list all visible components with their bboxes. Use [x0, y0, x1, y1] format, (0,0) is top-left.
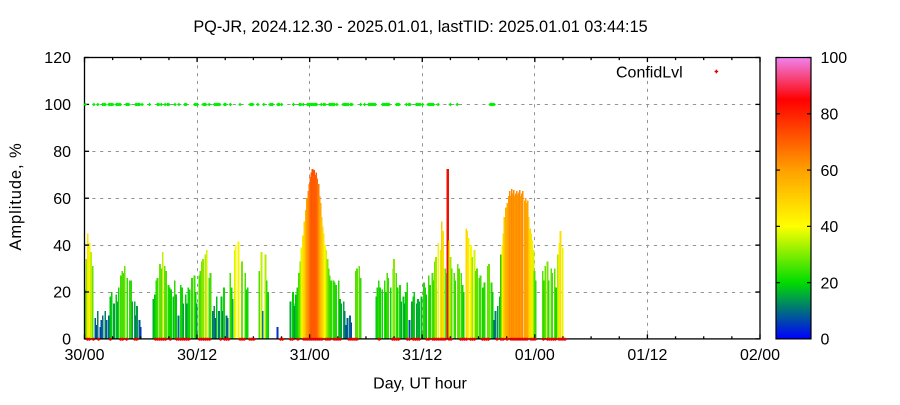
svg-text:20: 20 [53, 285, 71, 302]
svg-text:31/12: 31/12 [402, 347, 442, 364]
svg-text:01/00: 01/00 [515, 347, 555, 364]
svg-text:120: 120 [44, 50, 71, 67]
svg-text:Amplitude, %: Amplitude, % [7, 142, 25, 250]
svg-text:40: 40 [821, 219, 839, 236]
svg-text:0: 0 [821, 332, 830, 349]
svg-text:100: 100 [821, 50, 848, 67]
svg-text:Day, UT hour: Day, UT hour [373, 376, 467, 393]
svg-text:01/12: 01/12 [627, 347, 667, 364]
svg-text:ConfidLvl: ConfidLvl [616, 64, 683, 81]
svg-text:PQ-JR, 2024.12.30 - 2025.01.01: PQ-JR, 2024.12.30 - 2025.01.01, lastTID:… [193, 18, 647, 36]
svg-text:0: 0 [62, 332, 71, 349]
svg-text:80: 80 [53, 144, 71, 161]
svg-text:60: 60 [821, 163, 839, 180]
svg-text:40: 40 [53, 238, 71, 255]
svg-text:100: 100 [44, 97, 71, 114]
svg-text:60: 60 [53, 191, 71, 208]
svg-text:30/00: 30/00 [64, 347, 104, 364]
svg-text:80: 80 [821, 107, 839, 124]
svg-text:20: 20 [821, 275, 839, 292]
svg-text:30/12: 30/12 [177, 347, 217, 364]
svg-text:02/00: 02/00 [740, 347, 780, 364]
svg-text:31/00: 31/00 [290, 347, 330, 364]
